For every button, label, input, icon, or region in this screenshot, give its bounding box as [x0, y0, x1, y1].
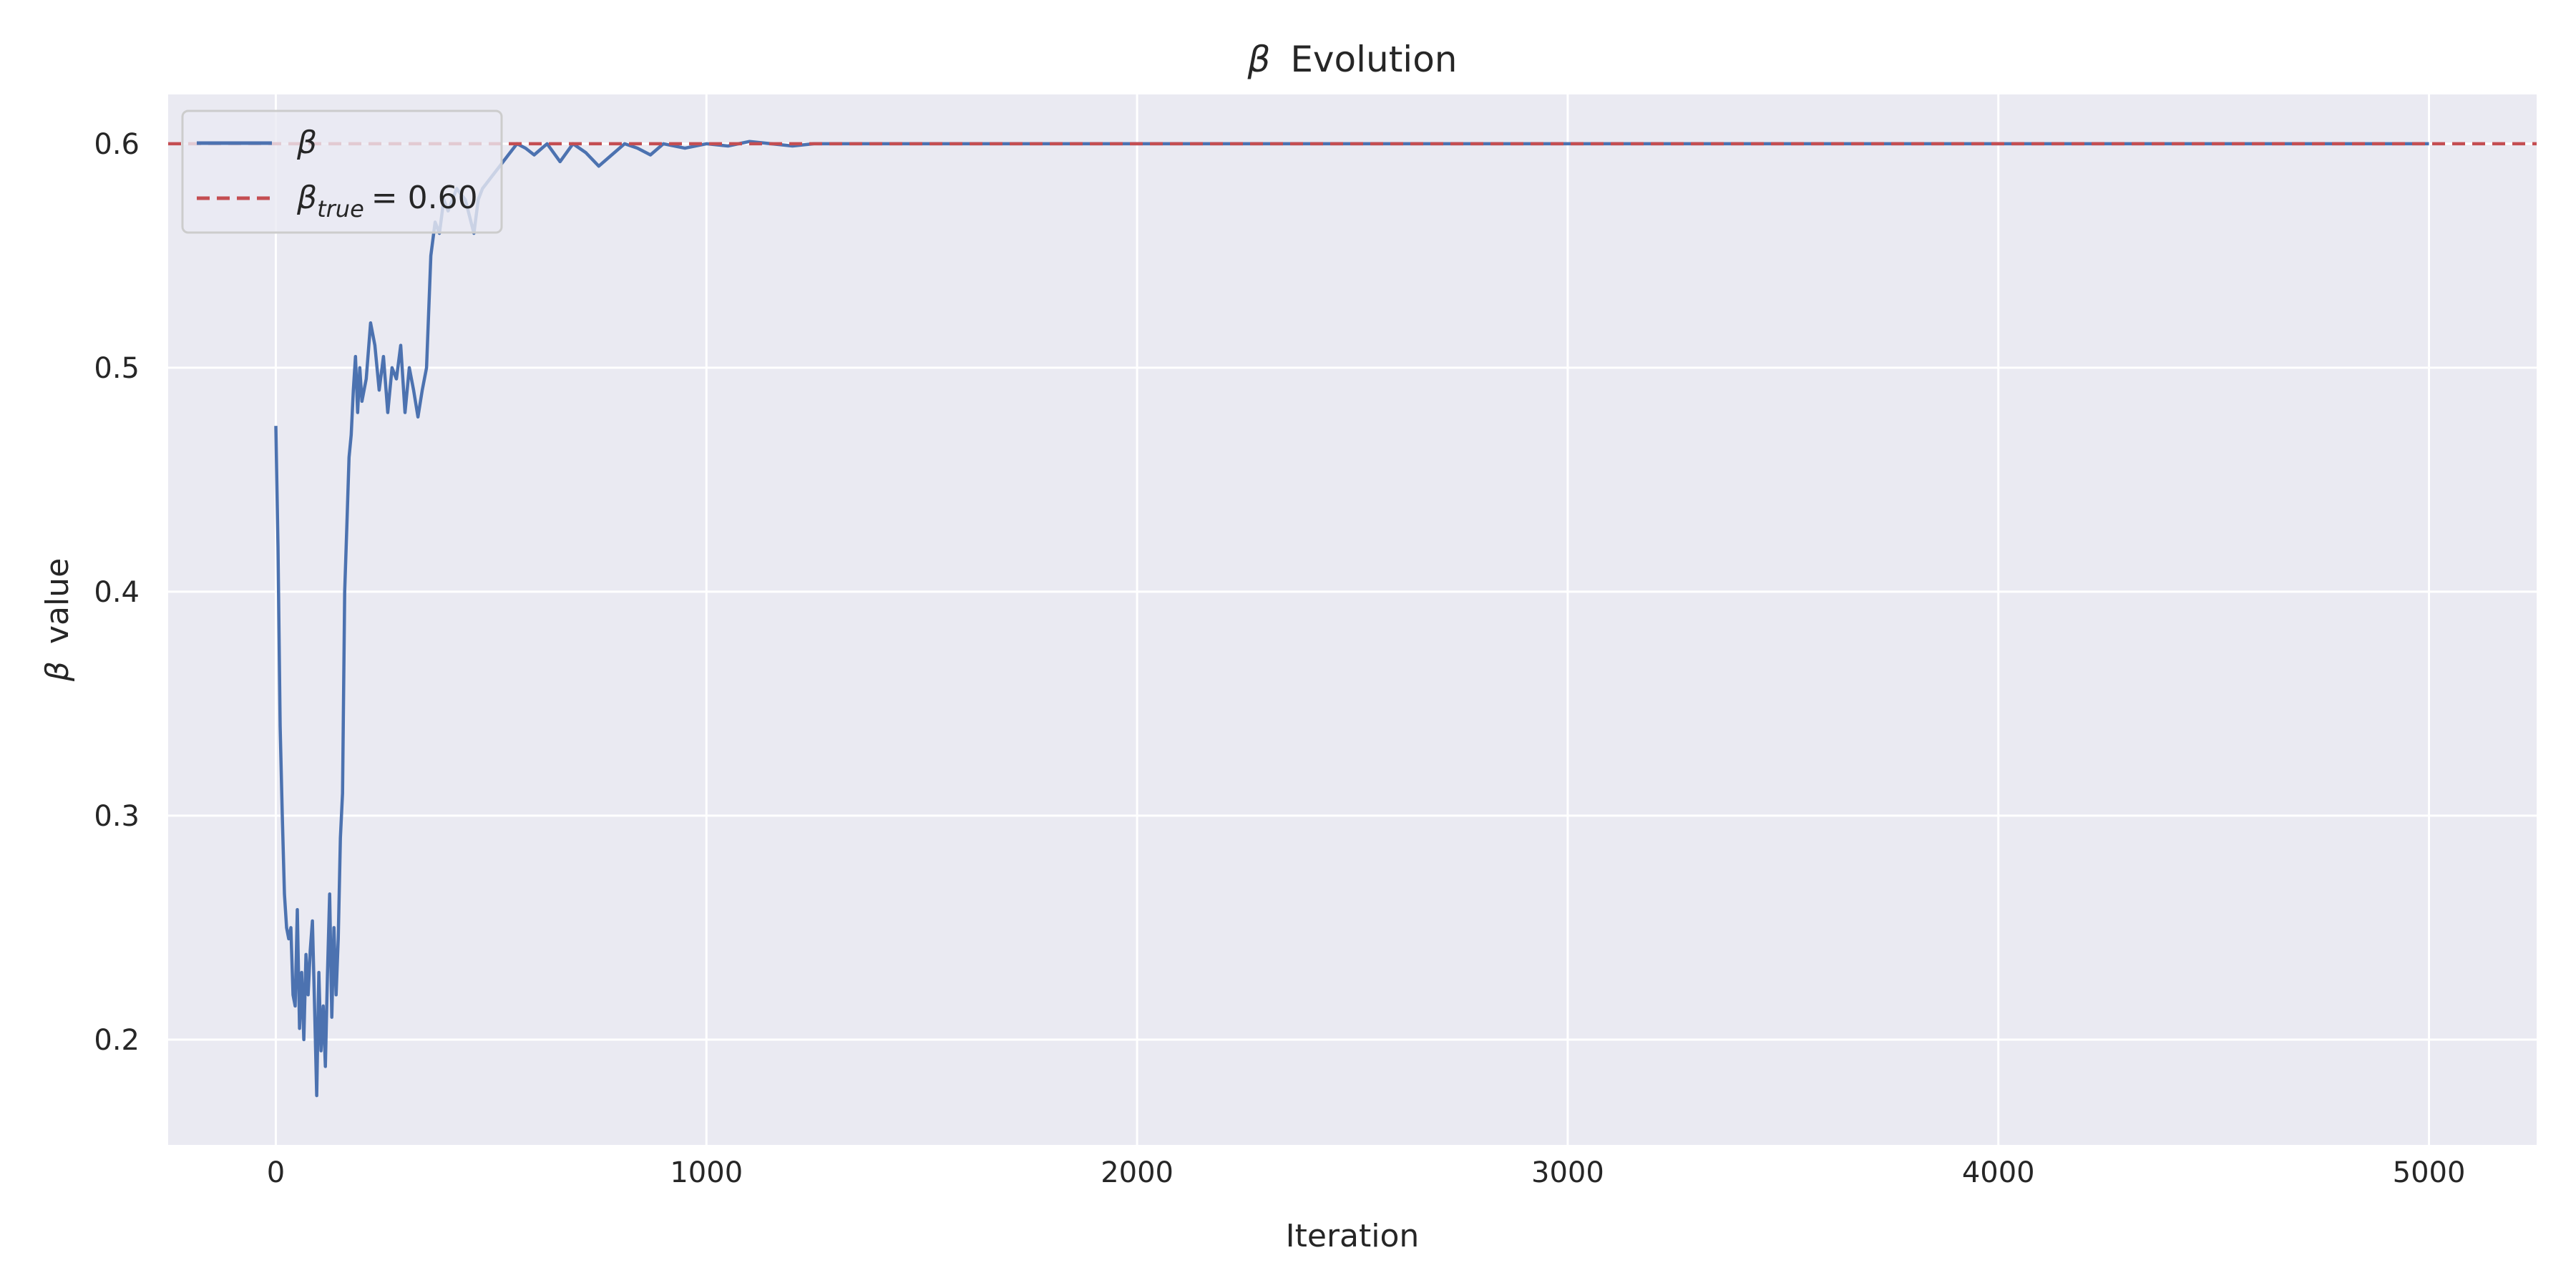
legend-label-beta: β — [296, 125, 317, 161]
y-tick-label: 0.3 — [94, 800, 140, 833]
x-tick-label: 4000 — [1962, 1156, 2035, 1189]
chart-title: β Evolution — [1247, 39, 1458, 80]
y-tick-labels: 0.2 0.3 0.4 0.5 0.6 — [94, 128, 140, 1057]
x-tick-label: 0 — [267, 1156, 285, 1189]
x-tick-label: 2000 — [1101, 1156, 1174, 1189]
y-tick-label: 0.2 — [94, 1024, 140, 1057]
x-tick-label: 1000 — [670, 1156, 743, 1189]
series-line-beta — [274, 140, 2429, 1098]
series-layer — [274, 140, 2429, 1098]
y-tick-label: 0.4 — [94, 576, 140, 609]
y-axis-label: β value — [39, 558, 76, 682]
legend: β βtrue = 0.60 — [181, 109, 503, 234]
grid-lines — [168, 94, 2537, 1145]
x-tick-label: 3000 — [1531, 1156, 1604, 1189]
legend-label-beta-true: βtrue = 0.60 — [296, 180, 478, 223]
x-tick-labels: 0 1000 2000 3000 4000 5000 — [267, 1156, 2466, 1189]
x-tick-label: 5000 — [2393, 1156, 2466, 1189]
y-tick-label: 0.5 — [94, 352, 140, 385]
plot-background — [168, 94, 2537, 1145]
x-axis-label: Iteration — [1286, 1218, 1420, 1254]
y-tick-label: 0.6 — [94, 128, 140, 161]
